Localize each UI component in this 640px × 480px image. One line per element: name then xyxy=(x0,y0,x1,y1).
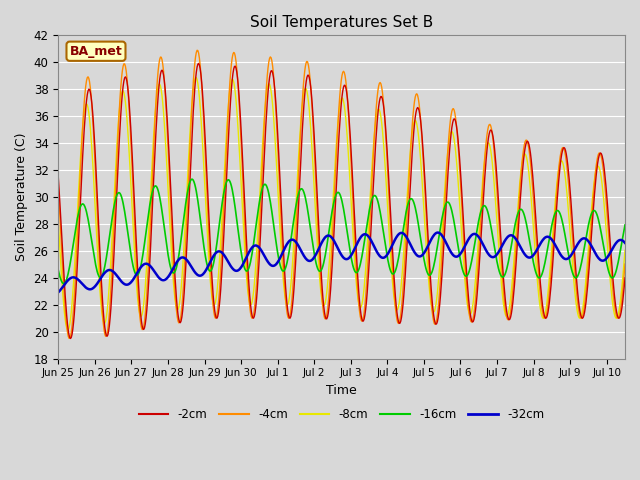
-32cm xyxy=(134,269,141,275)
-32cm xyxy=(296,246,304,252)
-2cm xyxy=(476,250,484,255)
-16cm xyxy=(476,212,484,217)
-4cm xyxy=(298,110,305,116)
Y-axis label: Soil Temperature (C): Soil Temperature (C) xyxy=(15,133,28,261)
-8cm xyxy=(57,258,65,264)
Legend: -2cm, -4cm, -8cm, -16cm, -32cm: -2cm, -4cm, -8cm, -16cm, -32cm xyxy=(134,403,549,426)
-2cm xyxy=(463,266,470,272)
-16cm xyxy=(57,276,65,282)
-8cm xyxy=(476,212,484,218)
-8cm xyxy=(192,75,200,81)
-16cm xyxy=(134,271,142,277)
Line: -2cm: -2cm xyxy=(58,63,625,338)
Title: Soil Temperatures Set B: Soil Temperatures Set B xyxy=(250,15,433,30)
-8cm xyxy=(621,248,629,253)
-16cm xyxy=(621,222,629,228)
Line: -16cm: -16cm xyxy=(58,179,625,284)
-16cm xyxy=(298,186,305,192)
-4cm xyxy=(476,228,484,234)
-8cm xyxy=(134,302,142,308)
Line: -8cm: -8cm xyxy=(58,78,625,330)
-32cm xyxy=(435,230,442,236)
-4cm xyxy=(66,336,74,341)
X-axis label: Time: Time xyxy=(326,384,357,397)
-8cm xyxy=(463,293,470,299)
Text: BA_met: BA_met xyxy=(70,45,122,58)
-16cm xyxy=(463,273,470,279)
-32cm xyxy=(57,287,65,293)
-4cm xyxy=(463,280,470,286)
-2cm xyxy=(57,212,65,218)
-32cm xyxy=(317,240,325,246)
-2cm xyxy=(134,279,142,285)
-32cm xyxy=(476,235,483,240)
-4cm xyxy=(134,295,142,301)
-32cm xyxy=(461,242,469,248)
Line: -4cm: -4cm xyxy=(58,50,625,338)
-2cm xyxy=(195,60,202,66)
-4cm xyxy=(621,261,629,267)
-8cm xyxy=(54,219,62,225)
-2cm xyxy=(67,336,74,341)
-8cm xyxy=(65,327,72,333)
-4cm xyxy=(319,306,327,312)
-2cm xyxy=(319,295,327,301)
-4cm xyxy=(193,48,201,53)
-8cm xyxy=(298,109,305,115)
-2cm xyxy=(298,141,305,146)
-32cm xyxy=(621,240,629,246)
-4cm xyxy=(57,227,65,232)
Line: -32cm: -32cm xyxy=(58,233,625,292)
-32cm xyxy=(54,289,62,295)
-4cm xyxy=(54,183,62,189)
-2cm xyxy=(54,174,62,180)
-16cm xyxy=(60,281,67,287)
-16cm xyxy=(188,176,196,182)
-8cm xyxy=(319,301,327,307)
-16cm xyxy=(54,267,62,273)
-2cm xyxy=(621,275,629,281)
-16cm xyxy=(319,263,327,269)
